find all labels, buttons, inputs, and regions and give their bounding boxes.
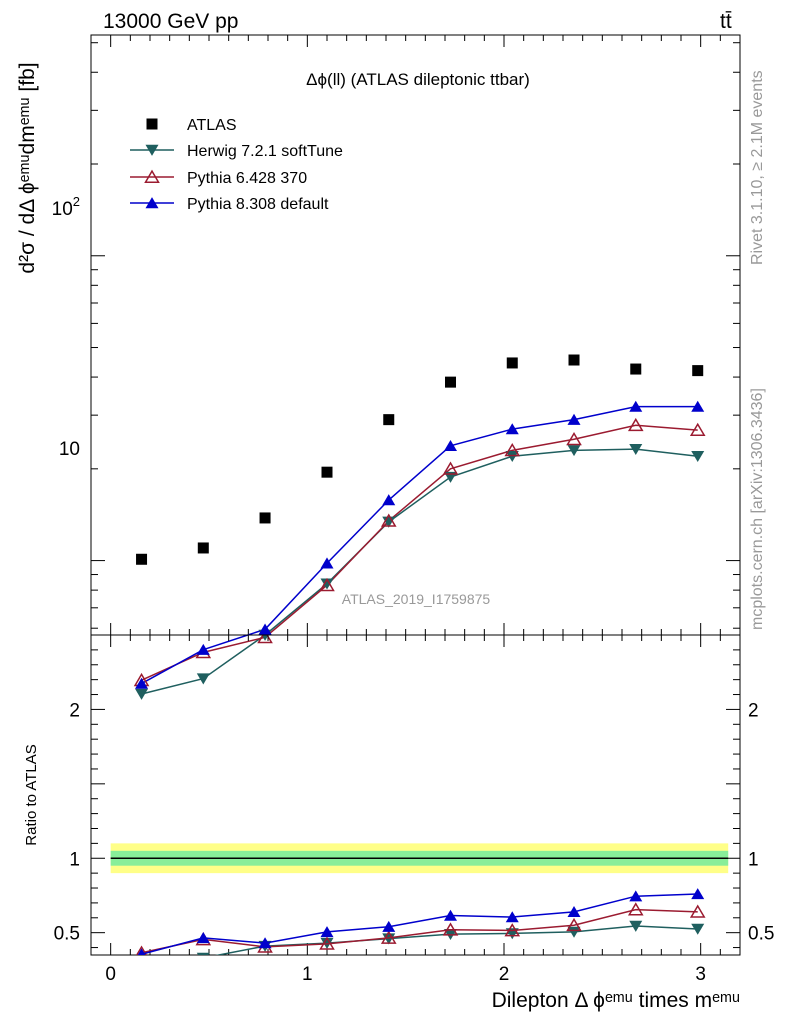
- ratio-point: [137, 948, 146, 955]
- data-point: [383, 414, 395, 426]
- data-point: [445, 376, 457, 388]
- ratio-y-axis-label: Ratio to ATLAS: [23, 744, 40, 845]
- ratio-point: [135, 957, 148, 968]
- data-point: [566, 431, 582, 446]
- data-point: [629, 443, 643, 456]
- x-tick-label: 2: [499, 964, 510, 985]
- x-tick-label: 1: [302, 964, 313, 985]
- data-point: [196, 673, 210, 685]
- ratio-point: [567, 926, 581, 938]
- ratio-point: [135, 945, 148, 955]
- rivet-label: Rivet 3.1.10, ≥ 2.1M events: [749, 70, 766, 265]
- legend-label: Herwig 7.2.1 softTune: [187, 143, 343, 160]
- ratio-series-line: [141, 893, 698, 955]
- series-line: [141, 424, 698, 681]
- x-tick-label: 3: [695, 964, 706, 985]
- ratio-point: [320, 926, 334, 938]
- data-point: [382, 494, 396, 506]
- legend: ATLAS Herwig 7.2.1 softTune Pythia 6.428 3…: [130, 117, 343, 213]
- data-point: [197, 542, 209, 554]
- ratio-point: [442, 922, 459, 936]
- ratio-point: [505, 911, 519, 923]
- data-point: [135, 677, 149, 689]
- series-line: [141, 405, 698, 685]
- legend-label: ATLAS: [187, 117, 237, 134]
- ratio-series-group: [135, 888, 706, 968]
- main-ytick-label-100: 102: [52, 194, 80, 220]
- main-ytick-label-10: 10: [59, 439, 80, 460]
- watermark: ATLAS_2019_I1759875: [342, 591, 491, 607]
- ratio-ytick-label-right: 2: [748, 700, 759, 721]
- ratio-point: [196, 932, 210, 944]
- ratio-ytick-label-left: 1: [69, 849, 80, 870]
- ratio-point: [691, 888, 705, 900]
- data-point: [136, 553, 148, 565]
- ratio-point: [444, 909, 458, 921]
- ratio-point: [504, 923, 521, 937]
- data-point: [442, 461, 459, 475]
- data-point: [627, 417, 644, 432]
- ratio-point: [258, 937, 272, 949]
- ratio-point: [196, 952, 210, 955]
- ratio-series-line: [141, 908, 698, 954]
- data-point: [504, 442, 521, 457]
- data-point: [505, 423, 519, 435]
- ratio-point: [380, 930, 397, 944]
- data-point: [630, 363, 642, 375]
- ratio-point: [629, 920, 643, 932]
- legend-marker: [145, 197, 159, 209]
- ratio-point: [319, 936, 335, 950]
- ratio-point: [566, 917, 582, 932]
- data-point: [691, 400, 705, 412]
- data-point: [567, 445, 581, 457]
- ratio-point: [691, 923, 705, 935]
- main-title: Δϕ(ll) (ATLAS dileptonic ttbar): [306, 70, 530, 89]
- ratio-point: [689, 904, 706, 918]
- series-line: [141, 448, 698, 695]
- legend-marker: [145, 144, 159, 156]
- data-point: [689, 422, 706, 437]
- ratio-ytick-label-right: 1: [748, 849, 759, 870]
- header-left: 13000 GeV pp: [103, 10, 238, 33]
- ratio-plot-frame: [90, 634, 741, 956]
- data-point: [320, 557, 334, 569]
- data-point: [568, 354, 580, 366]
- data-point: [629, 400, 643, 412]
- data-point: [505, 451, 519, 463]
- ratio-ytick-label-left: 0.5: [54, 924, 80, 945]
- data-point: [444, 439, 458, 452]
- main-ytick-100-base: 10: [52, 199, 73, 220]
- data-point: [691, 451, 705, 463]
- legend-marker: [146, 118, 158, 130]
- header-right: tt̄: [720, 10, 732, 33]
- data-point: [506, 357, 518, 369]
- ratio-point: [382, 920, 396, 932]
- main-y-axis-label: d²σ / dΔ ϕᵉᵐᵘdmᵉᵐᵘ [fb]: [16, 62, 39, 273]
- data-point: [259, 512, 271, 524]
- data-point: [258, 623, 272, 635]
- ratio-point: [627, 902, 644, 916]
- ratio-point: [567, 905, 581, 918]
- data-point: [196, 643, 210, 655]
- ratio-ytick-label-left: 2: [69, 700, 80, 721]
- data-point: [692, 365, 704, 377]
- legend-marker: [144, 169, 160, 183]
- legend-label: Pythia 6.428 370: [187, 170, 307, 187]
- x-tick-label: 0: [105, 964, 116, 985]
- data-point: [321, 466, 333, 478]
- data-point: [380, 513, 397, 527]
- data-point: [319, 577, 335, 592]
- data-point: [567, 413, 581, 425]
- main-ytick-100-exp: 2: [73, 194, 80, 209]
- mcplots-label: mcplots.cern.ch [arXiv:1306.3436]: [749, 388, 766, 630]
- data-point: [135, 688, 149, 700]
- legend-label: Pythia 8.308 default: [187, 196, 329, 213]
- ratio-ytick-label-right: 0.5: [748, 924, 774, 945]
- ratio-point: [629, 890, 643, 902]
- data-point: [320, 578, 334, 590]
- x-axis-label: Dilepton Δ ϕᵉᵐᵘ times mᵉᵐᵘ: [492, 989, 740, 1012]
- ratio-series-line: [214, 925, 698, 955]
